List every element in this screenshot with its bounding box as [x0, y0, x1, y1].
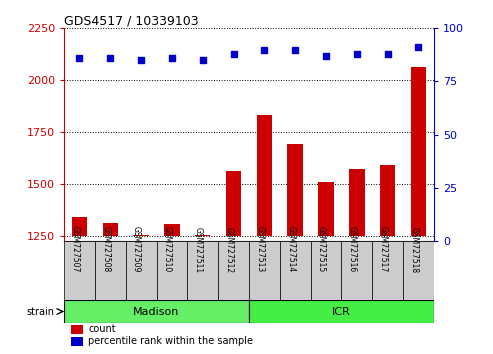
Text: GSM727518: GSM727518 — [409, 227, 419, 273]
Bar — [72, 217, 87, 235]
Point — [199, 57, 207, 63]
Point — [168, 55, 176, 61]
Text: GSM727508: GSM727508 — [101, 227, 110, 273]
Bar — [71, 325, 83, 334]
Point — [106, 55, 114, 61]
Text: GSM727507: GSM727507 — [70, 226, 79, 273]
Bar — [349, 169, 364, 235]
Bar — [103, 223, 118, 235]
Text: Madison: Madison — [133, 307, 180, 316]
Text: strain: strain — [27, 307, 55, 316]
Bar — [411, 67, 426, 235]
Text: GSM727509: GSM727509 — [132, 226, 141, 273]
Text: GSM727511: GSM727511 — [194, 227, 203, 273]
Bar — [372, 241, 403, 300]
Point — [415, 45, 423, 50]
Point — [384, 51, 391, 57]
Bar — [126, 241, 157, 300]
Bar — [71, 337, 83, 346]
Text: percentile rank within the sample: percentile rank within the sample — [88, 336, 253, 346]
Bar — [64, 241, 95, 300]
Bar — [187, 241, 218, 300]
Text: GSM727514: GSM727514 — [286, 227, 295, 273]
Point — [322, 53, 330, 59]
Bar — [403, 241, 434, 300]
Text: GSM727516: GSM727516 — [348, 227, 357, 273]
Bar — [380, 165, 395, 235]
Bar — [64, 300, 249, 323]
Text: GDS4517 / 10339103: GDS4517 / 10339103 — [64, 14, 199, 27]
Bar — [249, 241, 280, 300]
Bar — [157, 241, 187, 300]
Text: GSM727513: GSM727513 — [255, 227, 264, 273]
Point — [291, 47, 299, 52]
Bar — [341, 241, 372, 300]
Bar — [218, 241, 249, 300]
Bar — [226, 171, 241, 235]
Bar — [95, 241, 126, 300]
Point — [230, 51, 238, 57]
Bar — [311, 241, 341, 300]
Text: GSM727517: GSM727517 — [379, 227, 387, 273]
Bar — [287, 144, 303, 235]
Point — [260, 47, 268, 52]
Text: ICR: ICR — [332, 307, 351, 316]
Bar — [280, 241, 311, 300]
Text: GSM727512: GSM727512 — [224, 227, 234, 273]
Bar — [249, 300, 434, 323]
Point — [75, 55, 83, 61]
Text: count: count — [88, 325, 116, 335]
Point — [137, 57, 145, 63]
Bar — [318, 182, 334, 235]
Bar — [134, 234, 149, 235]
Point — [353, 51, 361, 57]
Text: GSM727510: GSM727510 — [163, 227, 172, 273]
Text: GSM727515: GSM727515 — [317, 227, 326, 273]
Bar — [164, 224, 179, 235]
Bar — [257, 115, 272, 235]
